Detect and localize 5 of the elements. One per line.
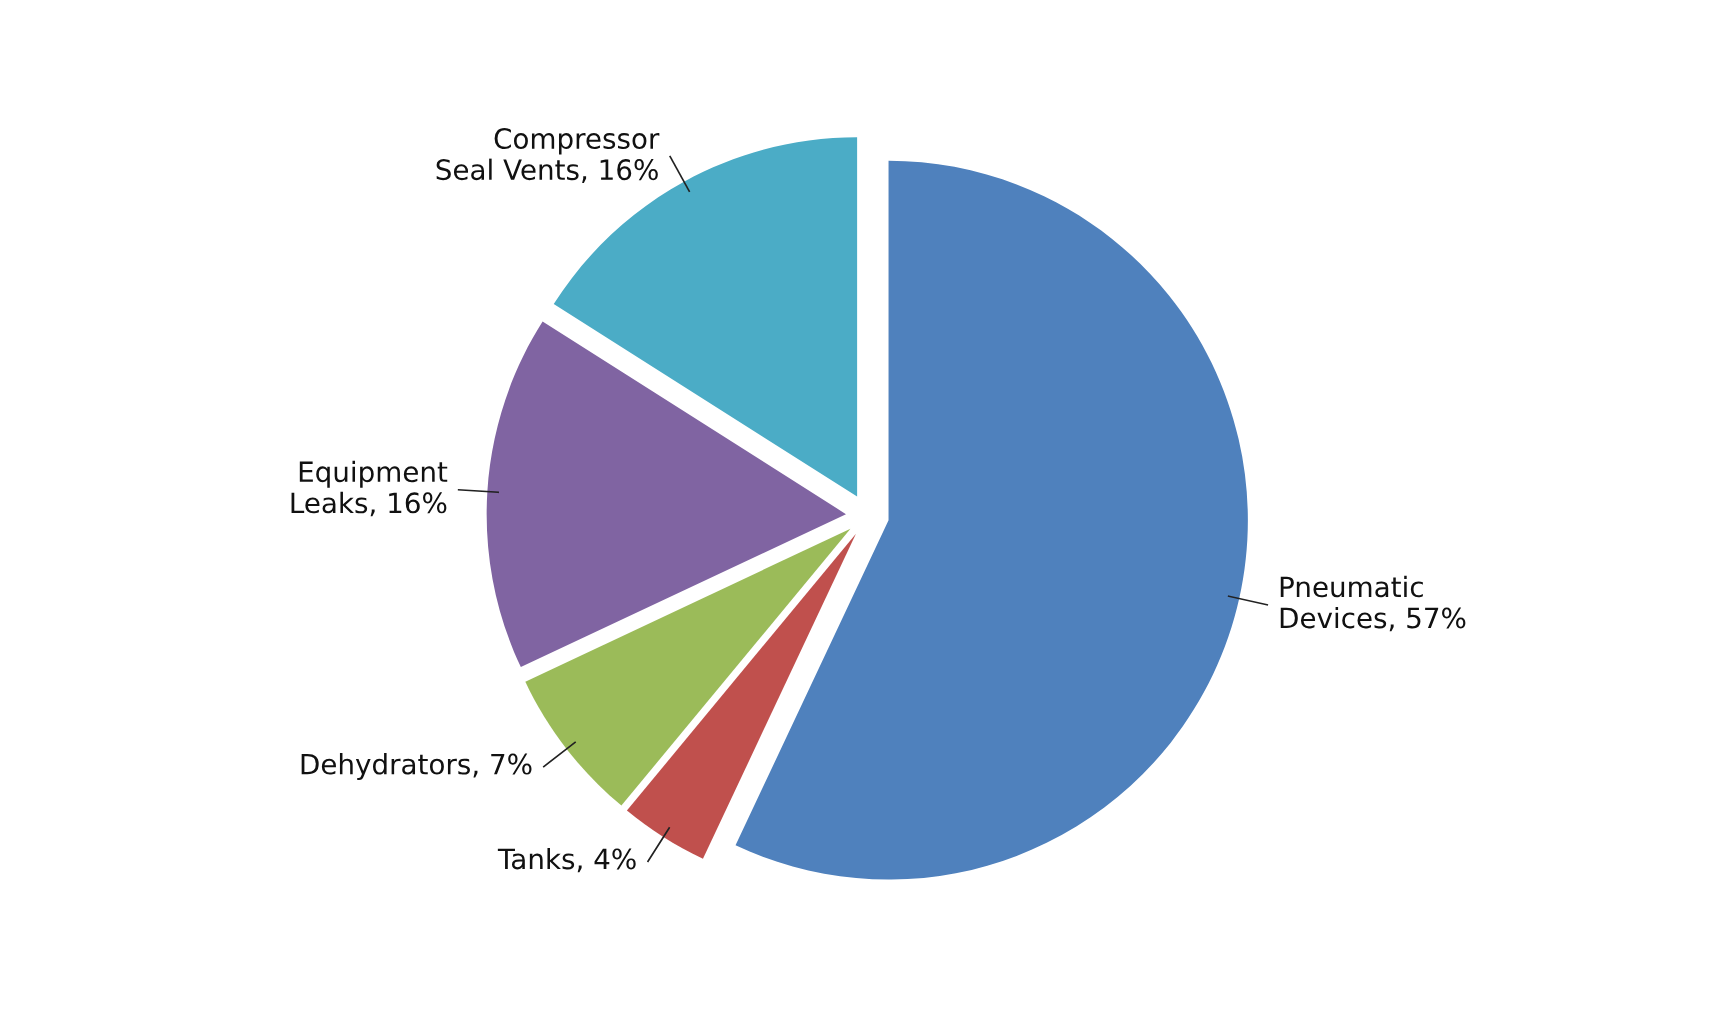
- slice-label: Equipment Leaks, 16%: [291, 460, 448, 517]
- slice-label: Pneumatic Devices, 57%: [1280, 575, 1466, 632]
- slice-label: Dehydrators, 7%: [301, 753, 532, 780]
- slice-label: Tanks, 4%: [497, 847, 636, 873]
- slice-label: Compressor Seal Vents, 16%: [436, 128, 660, 183]
